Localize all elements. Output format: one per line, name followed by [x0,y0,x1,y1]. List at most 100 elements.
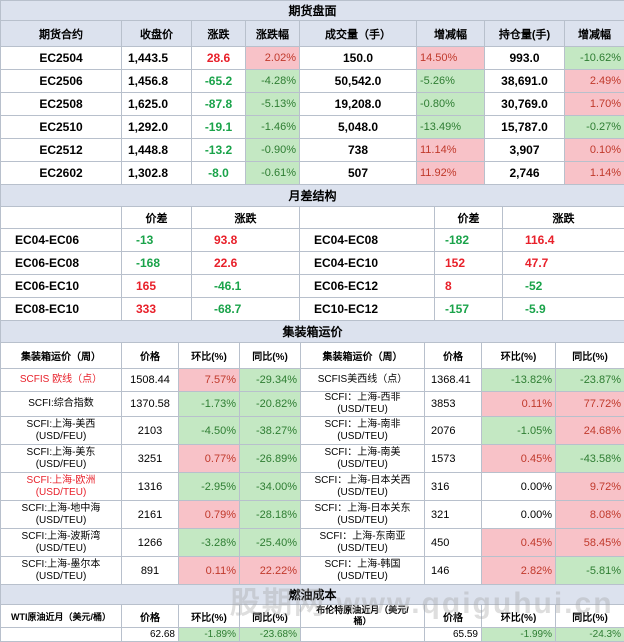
oi-change-cell: 1.70% [565,93,624,116]
fuel-header-name1: WTI原油近月（美元/桶） [1,605,122,628]
futures-table: 期货盘面 期货合约收盘价涨跌涨跌幅成交量（手）增减幅持仓量(手)增减幅 EC25… [0,0,624,185]
oi-change-cell: 0.10% [565,139,624,162]
spread-change-left: -46.1 [192,275,300,298]
close-cell: 1,443.5 [122,47,192,70]
route-mom-left: -3.28% [179,529,240,557]
spread-header-0 [1,207,122,229]
oi-change-cell: 1.14% [565,162,624,185]
spread-diff-right: 8 [435,275,503,298]
volume-change-cell: -0.80% [417,93,485,116]
route-name-left: SCFI:上海-美东 (USD/FEU) [1,445,122,473]
change-pct-cell: -0.90% [246,139,300,162]
route-mom-right: 2.82% [482,557,556,585]
fuel-blank2 [301,628,425,642]
route-yoy-left: -28.18% [240,501,301,529]
spread-name-right: EC04-EC10 [300,252,435,275]
fuel-header-price2: 价格 [425,605,482,628]
oi-change-cell: 2.49% [565,70,624,93]
volume-change-cell: 11.14% [417,139,485,162]
fuel-header-yoy: 同比(%) [240,605,301,628]
container-header-3: 同比(%) [240,343,301,369]
container-header-0: 集装箱运价（周） [1,343,122,369]
futures-header-6: 持仓量(手) [485,21,565,47]
volume-cell: 5,048.0 [300,116,417,139]
change-cell: 28.6 [192,47,246,70]
route-name-left: SCFI:综合指数 [1,392,122,417]
fuel-cost-table: 燃油成本 WTI原油近月（美元/桶） 价格 环比(%) 同比(%) 布伦特原油近… [0,584,624,642]
volume-cell: 50,542.0 [300,70,417,93]
route-price-right: 146 [425,557,482,585]
route-name-right: SCFI：上海-南非 (USD/TEU) [301,417,425,445]
spread-diff-right: -157 [435,298,503,321]
container-header-7: 同比(%) [556,343,624,369]
route-price-right: 450 [425,529,482,557]
fuel-mom2: -1.99% [482,628,556,642]
route-price-left: 1316 [122,473,179,501]
route-mom-right: -1.05% [482,417,556,445]
spread-name-left: EC04-EC06 [1,229,122,252]
spread-change-left: 22.6 [192,252,300,275]
volume-change-cell: 11.92% [417,162,485,185]
route-name-right: SCFIS美西线（点） [301,369,425,392]
spread-change-right: 47.7 [503,252,624,275]
oi-change-cell: -0.27% [565,116,624,139]
open-interest-cell: 15,787.0 [485,116,565,139]
spread-title: 月差结构 [1,185,624,207]
route-name-left: SCFI:上海-地中海 (USD/TEU) [1,501,122,529]
spread-diff-left: 165 [122,275,192,298]
route-price-left: 2103 [122,417,179,445]
change-cell: -65.2 [192,70,246,93]
route-mom-right: -13.82% [482,369,556,392]
contract-cell: EC2508 [1,93,122,116]
volume-change-cell: -13.49% [417,116,485,139]
route-price-left: 891 [122,557,179,585]
route-mom-left: -4.50% [179,417,240,445]
route-yoy-right: 24.68% [556,417,624,445]
spread-header-2: 涨跌 [192,207,300,229]
fuel-mom1: -1.89% [179,628,240,642]
fuel-yoy2: -24.3% [556,628,624,642]
fuel-yoy1: -23.68% [240,628,301,642]
route-name-left: SCFI:上海-欧洲 (USD/TEU) [1,473,122,501]
futures-header-1: 收盘价 [122,21,192,47]
spread-name-left: EC06-EC08 [1,252,122,275]
open-interest-cell: 3,907 [485,139,565,162]
route-price-right: 2076 [425,417,482,445]
close-cell: 1,302.8 [122,162,192,185]
spread-header-3 [300,207,435,229]
close-cell: 1,292.0 [122,116,192,139]
change-cell: -19.1 [192,116,246,139]
route-mom-left: -1.73% [179,392,240,417]
route-price-right: 1368.41 [425,369,482,392]
route-yoy-left: -25.40% [240,529,301,557]
route-mom-right: 0.11% [482,392,556,417]
container-row: SCFI:上海-美西 (USD/FEU)2103-4.50%-38.27%SCF… [1,417,624,445]
change-pct-cell: -4.28% [246,70,300,93]
futures-header-7: 增减幅 [565,21,624,47]
route-mom-right: 0.00% [482,473,556,501]
route-price-left: 1508.44 [122,369,179,392]
route-mom-right: 0.45% [482,529,556,557]
route-yoy-right: 8.08% [556,501,624,529]
futures-header-4: 成交量（手） [300,21,417,47]
fuel-price1: 62.68 [122,628,179,642]
route-mom-right: 0.45% [482,445,556,473]
spread-name-right: EC10-EC12 [300,298,435,321]
volume-cell: 19,208.0 [300,93,417,116]
route-name-left: SCFIS 欧线（点） [1,369,122,392]
fuel-header-yoy2: 同比(%) [556,605,624,628]
route-price-right: 3853 [425,392,482,417]
report-sheet: 期货盘面 期货合约收盘价涨跌涨跌幅成交量（手）增减幅持仓量(手)增减幅 EC25… [0,0,624,626]
close-cell: 1,625.0 [122,93,192,116]
container-header-4: 集装箱运价（周） [301,343,425,369]
route-mom-left: -2.95% [179,473,240,501]
contract-cell: EC2602 [1,162,122,185]
fuel-price2: 65.59 [425,628,482,642]
spread-name-left: EC06-EC10 [1,275,122,298]
container-title: 集装箱运价 [1,321,624,343]
route-price-right: 321 [425,501,482,529]
route-name-right: SCFI：上海-日本关西 (USD/TEU) [301,473,425,501]
